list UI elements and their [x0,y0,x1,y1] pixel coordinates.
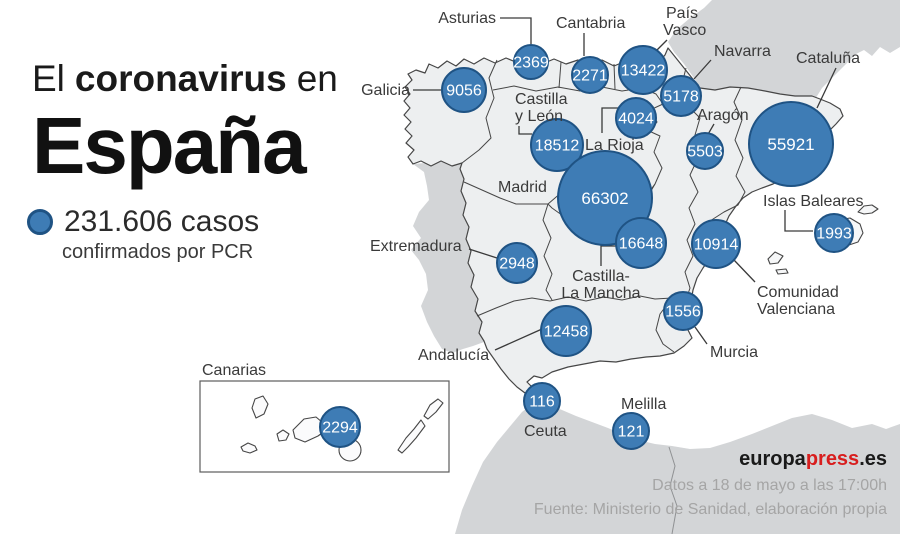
leader-islas-baleares [784,210,813,232]
bubble-murcia [663,291,703,331]
bubble-extremadura [496,242,538,284]
value-castilla-y-leon: 18512 [535,138,580,155]
bubble-comunidad-valenciana [691,219,741,269]
label-comunidad-valenciana-2: Valenciana [757,301,835,318]
logo-part-es: .es [859,448,887,470]
value-cantabria: 2271 [572,68,608,85]
value-la-rioja: 4024 [618,111,654,128]
leader-extremadura [468,248,498,259]
bubble-aragon [686,132,724,170]
label-murcia: Murcia [710,344,758,361]
value-andalucia: 12458 [544,324,589,341]
label-extremadura: Extremadura [370,238,462,255]
bubble-melilla [612,412,650,450]
page-title-line1: El coronavirus en [32,58,338,100]
bubble-ceuta [523,382,561,420]
label-cantabria: Cantabria [556,15,625,32]
label-cataluna: Cataluña [796,50,860,67]
label-asturias: Asturias [438,10,496,27]
bubble-castilla-la-mancha [615,217,667,269]
region-labels: Galicia Asturias Cantabria País Vasco Na… [202,5,864,440]
bubble-castilla-y-leon [530,118,584,172]
bubble-navarra [660,75,702,117]
value-aragon: 5503 [687,144,723,161]
label-castilla-la-mancha-2: La Mancha [561,285,640,302]
value-castilla-la-mancha: 16648 [619,236,664,253]
leader-cataluna [816,67,837,109]
source-note: Fuente: Ministerio de Sanidad, elaboraci… [533,501,887,518]
bubble-galicia [441,67,487,113]
label-pais-vasco-2: Vasco [663,22,706,39]
label-castilla-y-leon-1: Castilla [515,91,568,108]
value-comunidad-valenciana: 10914 [694,237,739,254]
label-castilla-la-mancha-1: Castilla- [572,268,630,285]
leader-asturias [500,17,532,44]
bubble-islas-baleares [814,213,854,253]
ibiza-shape [767,251,784,265]
bubble-canarias [319,406,361,448]
value-ceuta: 116 [529,394,555,411]
label-madrid: Madrid [498,179,547,196]
legend-total: 231.606 casos [64,205,260,238]
value-asturias: 2369 [513,55,549,72]
value-pais-vasco: 13422 [621,63,666,80]
title-block: El coronavirus en España [32,58,338,186]
value-extremadura: 2948 [499,256,535,273]
leader-castilla-la-mancha [600,245,616,266]
bubble-values: 9056 2369 2271 13422 5178 4024 18512 550… [322,55,852,441]
formentera-shape [775,268,789,275]
leader-comunidad-valenciana [733,259,756,283]
value-islas-baleares: 1993 [816,226,852,243]
value-cataluna: 55921 [767,135,814,154]
bubble-asturias [513,44,549,80]
value-madrid: 66302 [581,189,628,208]
legend: 231.606 casos [27,205,259,239]
value-murcia: 1556 [665,304,701,321]
label-ceuta: Ceuta [524,423,567,440]
label-galicia: Galicia [361,82,410,99]
legend-subtitle: confirmados por PCR [62,241,254,263]
page-title-country: España [32,101,307,190]
logo-part-europa: europa [739,448,806,470]
value-canarias: 2294 [322,420,358,437]
europapress-logo: europapress.es [739,448,887,471]
leader-la-rioja [601,107,619,133]
value-galicia: 9056 [446,83,482,100]
label-castilla-y-leon-2: y León [515,108,563,125]
value-navarra: 5178 [663,89,699,106]
logo-part-press: press [805,448,860,470]
data-date-note: Datos a 18 de mayo a las 17:00h [652,477,887,494]
france-shape [668,0,900,101]
label-melilla: Melilla [621,396,666,413]
bubble-la-rioja [615,97,657,139]
menorca-shape [857,204,879,215]
label-andalucia: Andalucía [418,347,489,364]
africa-shape [455,401,900,534]
label-canarias: Canarias [202,362,266,379]
leader-murcia [694,326,708,345]
bubble-cataluna [748,101,834,187]
bubble-pais-vasco [618,45,668,95]
label-navarra: Navarra [714,43,771,60]
legend-bubble-icon [27,209,53,235]
label-la-rioja: La Rioja [585,137,644,154]
leader-castilla-y-leon [518,126,532,135]
leader-lines [413,17,837,351]
bubble-andalucia [540,305,592,357]
bubble-cantabria [571,56,609,94]
leader-andalucia [494,328,543,351]
leader-navarra [693,59,712,80]
title-highlight: coronavirus [74,58,287,99]
label-islas-baleares: Islas Baleares [763,193,864,210]
title-suffix: en [296,58,338,99]
value-melilla: 121 [618,424,645,441]
title-prefix: El [32,58,65,99]
case-bubbles [319,44,854,450]
label-aragon: Aragón [697,107,749,124]
label-pais-vasco-1: País [666,5,698,22]
label-comunidad-valenciana-1: Comunidad [757,284,839,301]
morocco-algeria-border [668,446,678,534]
